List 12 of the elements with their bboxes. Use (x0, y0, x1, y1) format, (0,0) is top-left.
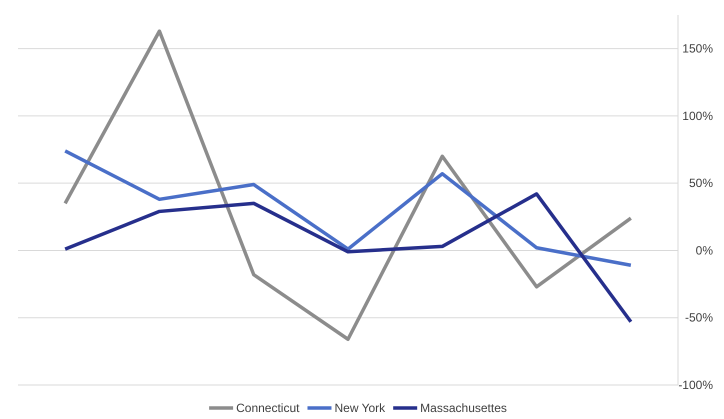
legend-label: Massachusettes (420, 401, 507, 415)
y-tick-label: 100% (682, 108, 714, 123)
legend-label: New York (334, 401, 386, 415)
line-series (63, 149, 633, 268)
line-series (63, 192, 633, 324)
y-tick-label: -100% (678, 378, 714, 392)
line-series (63, 29, 633, 342)
y-tick-label: -50% (684, 310, 714, 325)
y-tick-label: 150% (682, 41, 714, 56)
y-tick-label: 50% (688, 176, 714, 190)
legend-label: Connecticut (236, 401, 300, 415)
y-tick-label: 0% (696, 243, 714, 258)
